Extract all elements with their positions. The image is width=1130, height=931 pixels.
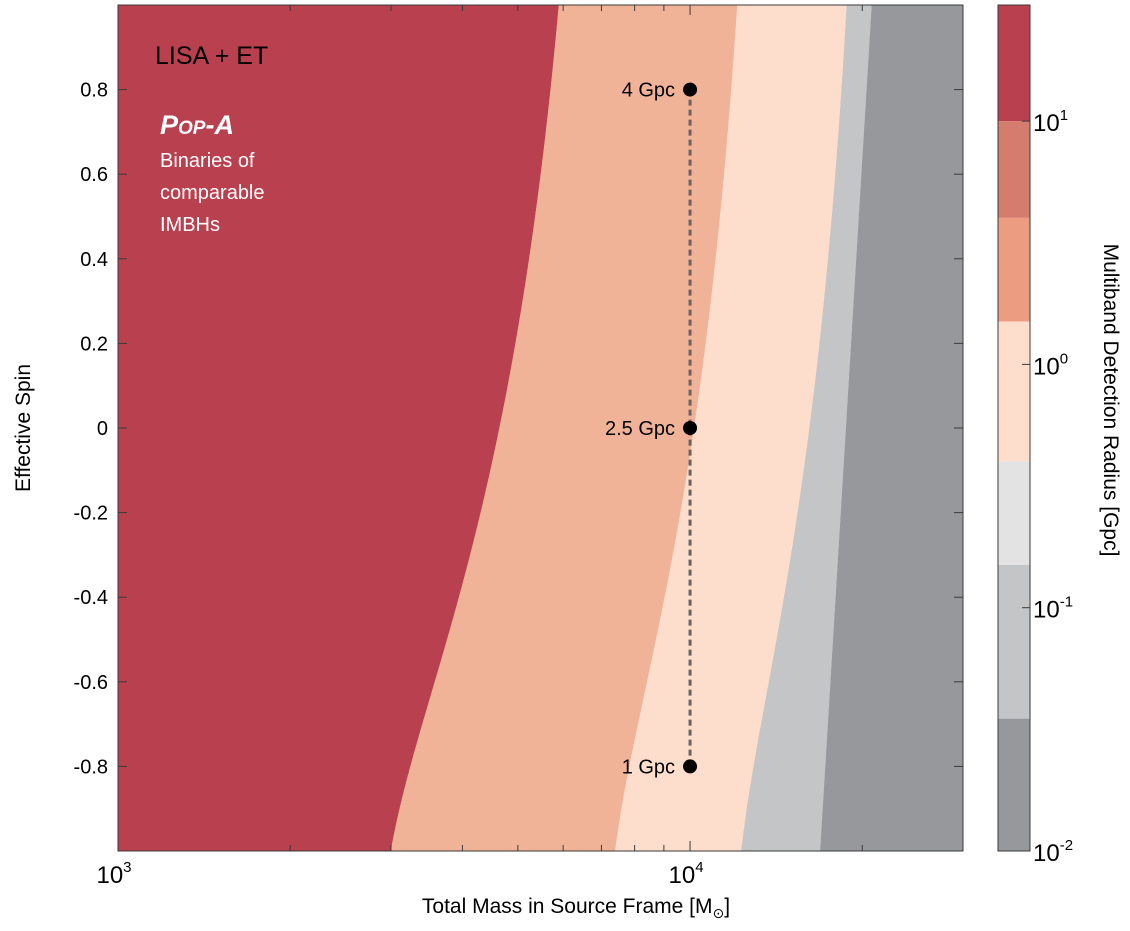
x-tick-label: 103: [96, 859, 131, 889]
annotation-line-3: IMBHs: [160, 214, 220, 236]
annotation-population-name: Pop-A: [160, 110, 234, 140]
colorbar-band-2: [998, 121, 1030, 218]
marker-4-gpc: [683, 82, 698, 97]
colorbar-tick-label: 10-2: [1033, 837, 1073, 867]
annotation-line-2: comparable: [160, 182, 265, 204]
x-axis-label-sun-symbol: ⊙: [713, 905, 725, 921]
colorbar-band-5: [998, 461, 1030, 565]
x-tick-label: 104: [669, 859, 704, 889]
y-tick-label: 0.6: [80, 164, 108, 186]
marker-label-1-gpc: 1 Gpc: [622, 756, 675, 778]
axis-ticks: [117, 5, 963, 851]
y-tick-label: -0.2: [74, 503, 108, 525]
colorbar-ticks: 101 100 10-1 10-2: [1022, 107, 1073, 867]
colorbar: [998, 5, 1030, 851]
y-tick-labels: 0.8 0.6 0.4 0.2 0 -0.2 -0.4 -0.6 -0.8: [74, 80, 108, 779]
colorbar-band-4: [998, 321, 1030, 462]
y-axis-label: Effective Spin: [12, 364, 35, 492]
marker-layer: 4 Gpc 2.5 Gpc 1 Gpc: [605, 80, 698, 778]
colorbar-band-3: [998, 217, 1030, 322]
y-tick-label: 0.4: [80, 249, 108, 271]
plot-annotation: LISA + ET Pop-A Binaries of comparable I…: [155, 42, 268, 236]
annotation-title: LISA + ET: [155, 42, 268, 70]
colorbar-band-7: [998, 718, 1030, 851]
x-tick-labels: 103 104: [96, 859, 703, 889]
x-axis-label-text: Total Mass in Source Frame [M: [422, 895, 713, 918]
y-tick-label: 0.8: [80, 80, 108, 102]
marker-2-5-gpc: [683, 421, 698, 435]
plot-regions: [117, 4, 964, 852]
y-tick-label: 0: [97, 418, 108, 440]
colorbar-tick-label: 10-1: [1033, 594, 1073, 624]
annotation-line-1: Binaries of: [160, 150, 255, 172]
x-axis-label-close: ]: [724, 895, 730, 918]
colorbar-band-1: [998, 5, 1030, 122]
y-tick-label: -0.6: [74, 672, 108, 694]
colorbar-band-6: [998, 564, 1030, 719]
y-tick-label: -0.8: [74, 756, 108, 778]
colorbar-tick-label: 100: [1033, 350, 1068, 380]
colorbar-tick-label: 101: [1033, 107, 1068, 137]
x-axis-label: Total Mass in Source Frame [M⊙]: [422, 895, 730, 921]
colorbar-label: Multiband Detection Radius [Gpc]: [1099, 244, 1122, 557]
y-tick-label: -0.4: [74, 587, 108, 609]
marker-label-2-5-gpc: 2.5 Gpc: [605, 418, 675, 440]
marker-1-gpc: [683, 759, 698, 774]
y-tick-label: 0.2: [80, 333, 108, 355]
colorbar-frame: [997, 4, 1031, 852]
marker-label-4-gpc: 4 Gpc: [622, 80, 675, 102]
